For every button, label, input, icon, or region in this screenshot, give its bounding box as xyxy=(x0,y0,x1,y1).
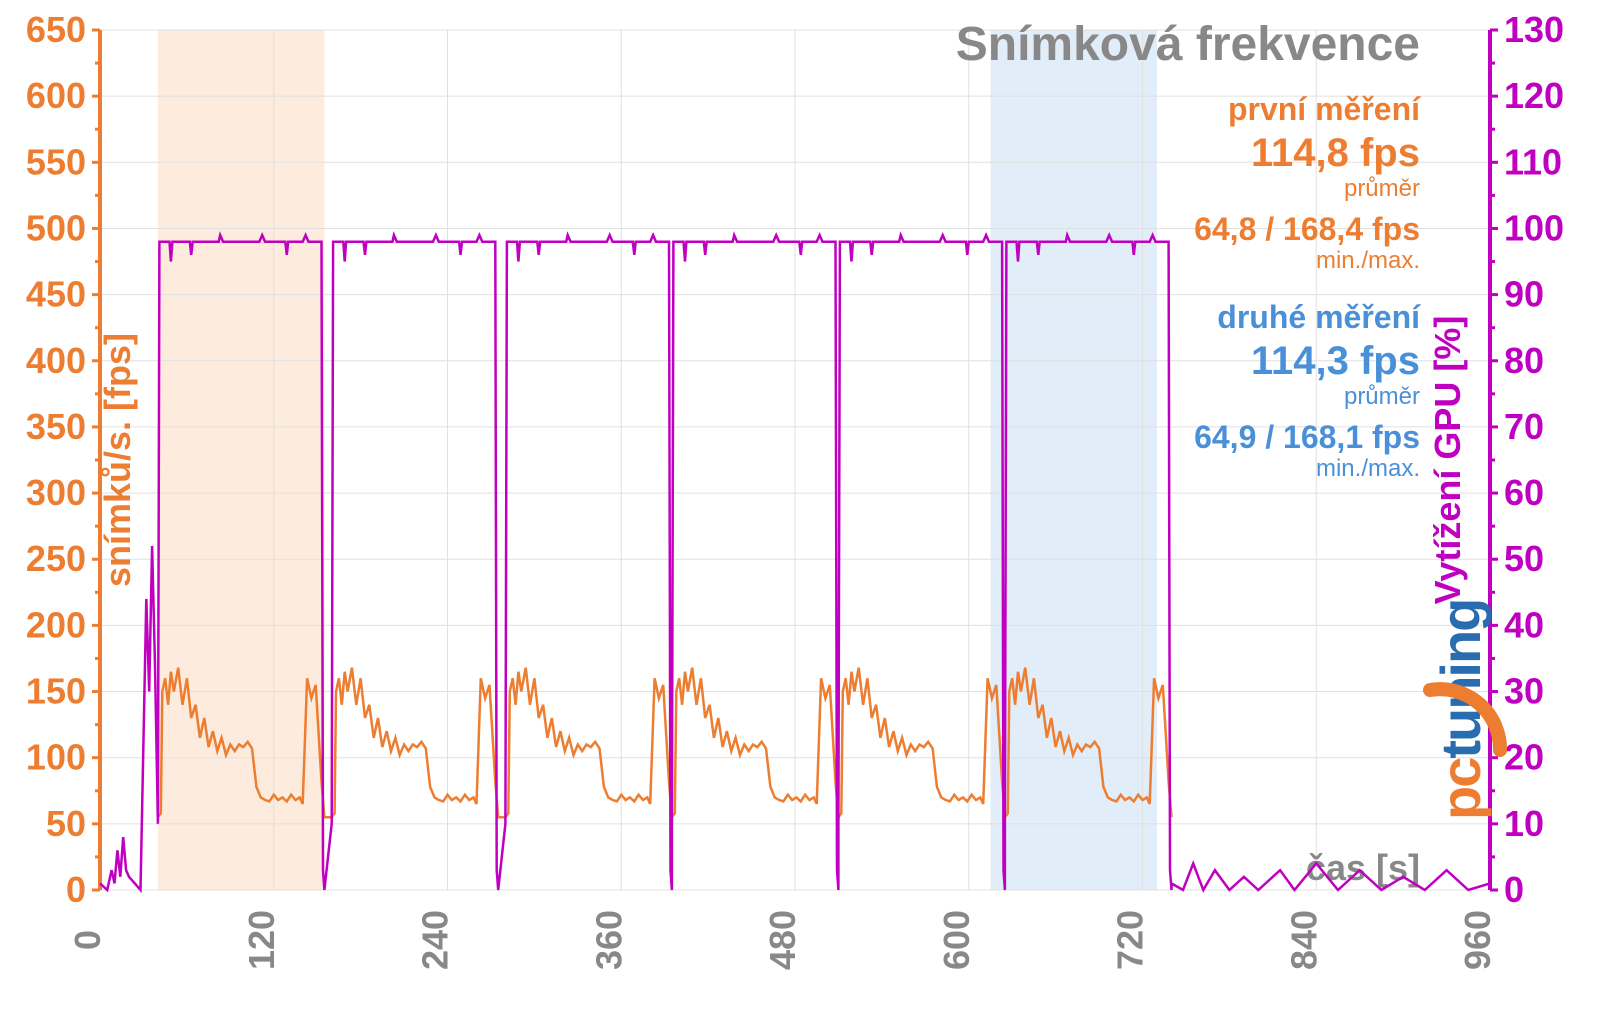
second-measurement-region xyxy=(990,30,1157,890)
y-right-tick-label: 80 xyxy=(1504,340,1544,381)
legend-second-avg-label: průměr xyxy=(1344,383,1420,410)
x-axis-label: čas [s] xyxy=(1306,847,1420,888)
y-right-tick-label: 70 xyxy=(1504,406,1544,447)
y-right-tick-label: 110 xyxy=(1504,141,1562,182)
y-right-tick-label: 10 xyxy=(1504,803,1544,844)
chart-svg: 0501001502002503003504004505005506006500… xyxy=(0,0,1600,1009)
legend-second-avg: 114,3 fps xyxy=(1251,339,1420,383)
legend-second-minmax: 64,9 / 168,1 fps xyxy=(1194,419,1420,455)
chart-title: Snímková frekvence xyxy=(956,18,1420,71)
y-left-tick-label: 600 xyxy=(26,75,86,116)
legend-first-avg-label: průměr xyxy=(1344,175,1420,202)
y-left-tick-label: 100 xyxy=(26,737,86,778)
y-right-tick-label: 60 xyxy=(1504,472,1544,513)
x-tick-label: 960 xyxy=(1457,910,1498,970)
chart-container: 0501001502002503003504004505005506006500… xyxy=(0,0,1600,1009)
legend-first-avg: 114,8 fps xyxy=(1251,131,1420,175)
y-left-label: snímků/s. [fps] xyxy=(97,333,138,587)
y-right-tick-label: 0 xyxy=(1504,869,1524,910)
x-tick-label: 0 xyxy=(67,930,108,950)
x-tick-label: 120 xyxy=(241,910,282,970)
y-left-tick-label: 300 xyxy=(26,472,86,513)
y-left-tick-label: 250 xyxy=(26,538,86,579)
y-right-label: Vytížení GPU [%] xyxy=(1427,316,1468,605)
y-right-tick-label: 130 xyxy=(1504,9,1564,50)
first-measurement-region xyxy=(158,30,325,890)
x-tick-label: 360 xyxy=(588,910,629,970)
y-left-tick-label: 550 xyxy=(26,141,86,182)
x-tick-label: 720 xyxy=(1110,910,1151,970)
x-tick-label: 240 xyxy=(415,910,456,970)
y-left-tick-label: 0 xyxy=(66,869,86,910)
legend-first-minmax: 64,8 / 168,4 fps xyxy=(1194,211,1420,247)
x-tick-label: 480 xyxy=(762,910,803,970)
y-left-tick-label: 650 xyxy=(26,9,86,50)
y-left-tick-label: 400 xyxy=(26,340,86,381)
y-right-tick-label: 100 xyxy=(1504,207,1564,248)
y-right-tick-label: 20 xyxy=(1504,737,1544,778)
legend-first-header: první měření xyxy=(1228,91,1421,127)
y-right-tick-label: 40 xyxy=(1504,604,1544,645)
y-left-tick-label: 50 xyxy=(46,803,86,844)
x-tick-label: 600 xyxy=(936,910,977,970)
y-right-tick-label: 30 xyxy=(1504,671,1544,712)
y-left-tick-label: 450 xyxy=(26,274,86,315)
y-right-tick-label: 50 xyxy=(1504,538,1544,579)
y-left-tick-label: 500 xyxy=(26,207,86,248)
y-left-tick-label: 150 xyxy=(26,671,86,712)
x-tick-label: 840 xyxy=(1283,910,1324,970)
legend-first-minmax-label: min./max. xyxy=(1316,247,1420,274)
legend-second-header: druhé měření xyxy=(1217,299,1421,335)
y-right-tick-label: 120 xyxy=(1504,75,1564,116)
y-left-tick-label: 350 xyxy=(26,406,86,447)
y-left-tick-label: 200 xyxy=(26,604,86,645)
y-right-tick-label: 90 xyxy=(1504,274,1544,315)
legend-second-minmax-label: min./max. xyxy=(1316,455,1420,482)
